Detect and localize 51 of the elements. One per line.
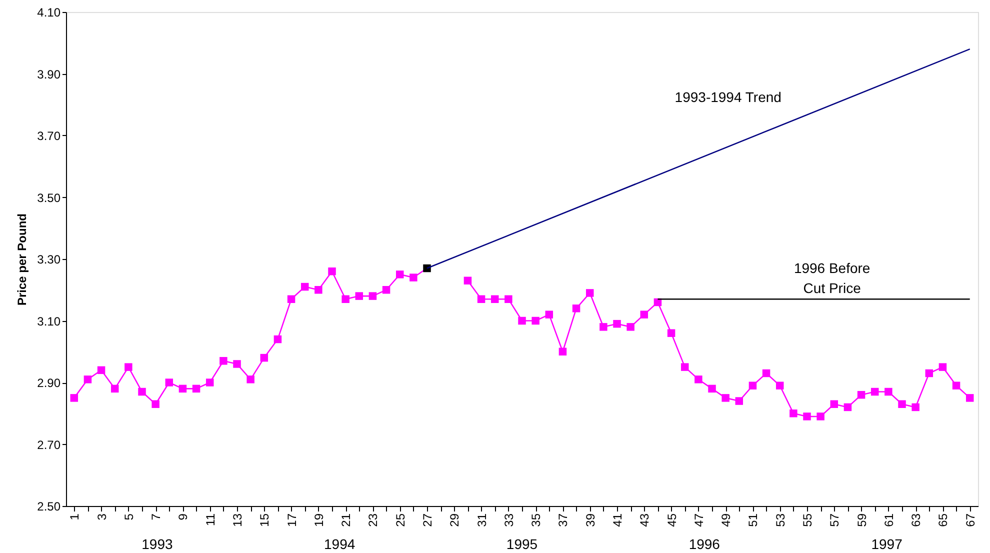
x-tick-label: 45 bbox=[664, 513, 679, 527]
x-tick-label: 23 bbox=[366, 513, 380, 527]
x-tick-label: 27 bbox=[420, 513, 434, 527]
x-tick-label: 3 bbox=[94, 513, 109, 520]
x-tick-label: 57 bbox=[828, 513, 842, 527]
x-tick-label: 41 bbox=[610, 513, 624, 527]
x-tick-label: 47 bbox=[692, 513, 706, 527]
x-tick-label: 43 bbox=[638, 513, 652, 527]
x-tick-label: 59 bbox=[854, 513, 869, 527]
y-tick-label: 3.90 bbox=[37, 67, 61, 82]
y-tick-label: 3.10 bbox=[37, 314, 61, 328]
x-tick-label: 67 bbox=[963, 513, 978, 527]
y-tick-label: 3.30 bbox=[37, 252, 61, 266]
x-tick-label: 31 bbox=[474, 513, 489, 527]
x-tick-label: 63 bbox=[909, 513, 924, 527]
x-tick-label: 21 bbox=[339, 513, 354, 527]
x-tick-label: 29 bbox=[448, 513, 462, 527]
y-tick-label: 2.50 bbox=[37, 500, 61, 514]
text: 1997 bbox=[871, 536, 903, 552]
text: 1995 bbox=[506, 536, 538, 552]
x-tick-label: 5 bbox=[122, 513, 136, 520]
y-tick-label: 2.90 bbox=[37, 376, 61, 390]
y-tick-label: 4.10 bbox=[37, 6, 61, 20]
x-tick-label: 65 bbox=[936, 513, 950, 527]
y-axis-title: Price per Pound bbox=[15, 213, 30, 306]
x-tick-label: 19 bbox=[312, 513, 326, 527]
x-tick-label: 15 bbox=[258, 513, 272, 527]
text: 1996 bbox=[688, 536, 720, 552]
x-tick-label: 17 bbox=[284, 513, 299, 527]
x-tick-label: 37 bbox=[556, 513, 570, 527]
x-tick-label: 33 bbox=[502, 513, 516, 527]
annotation: 1996 Before Cut Price bbox=[794, 260, 870, 296]
y-tick-label: 3.50 bbox=[37, 190, 61, 205]
x-tick-label: 55 bbox=[800, 513, 814, 527]
annotation: 1993-1994 Trend bbox=[674, 88, 782, 105]
x-tick-label: 61 bbox=[882, 513, 896, 527]
x-tick-label: 1 bbox=[68, 513, 82, 520]
x-tick-label: 49 bbox=[719, 513, 734, 527]
x-tick-label: 9 bbox=[176, 513, 190, 520]
x-tick-label: 7 bbox=[149, 513, 164, 520]
x-tick-label: 13 bbox=[230, 513, 244, 527]
x-tick-label: 51 bbox=[746, 513, 760, 527]
x-tick-label: 53 bbox=[773, 513, 788, 527]
x-tick-label: 35 bbox=[529, 513, 544, 527]
text: 1993 bbox=[142, 536, 173, 552]
text: 1994 bbox=[324, 536, 356, 552]
x-tick-label: 25 bbox=[393, 513, 408, 527]
x-tick-label: 39 bbox=[583, 513, 598, 527]
y-tick-label: 3.70 bbox=[37, 129, 61, 143]
y-tick-label: 2.70 bbox=[37, 438, 61, 452]
x-tick-label: 11 bbox=[203, 513, 218, 526]
